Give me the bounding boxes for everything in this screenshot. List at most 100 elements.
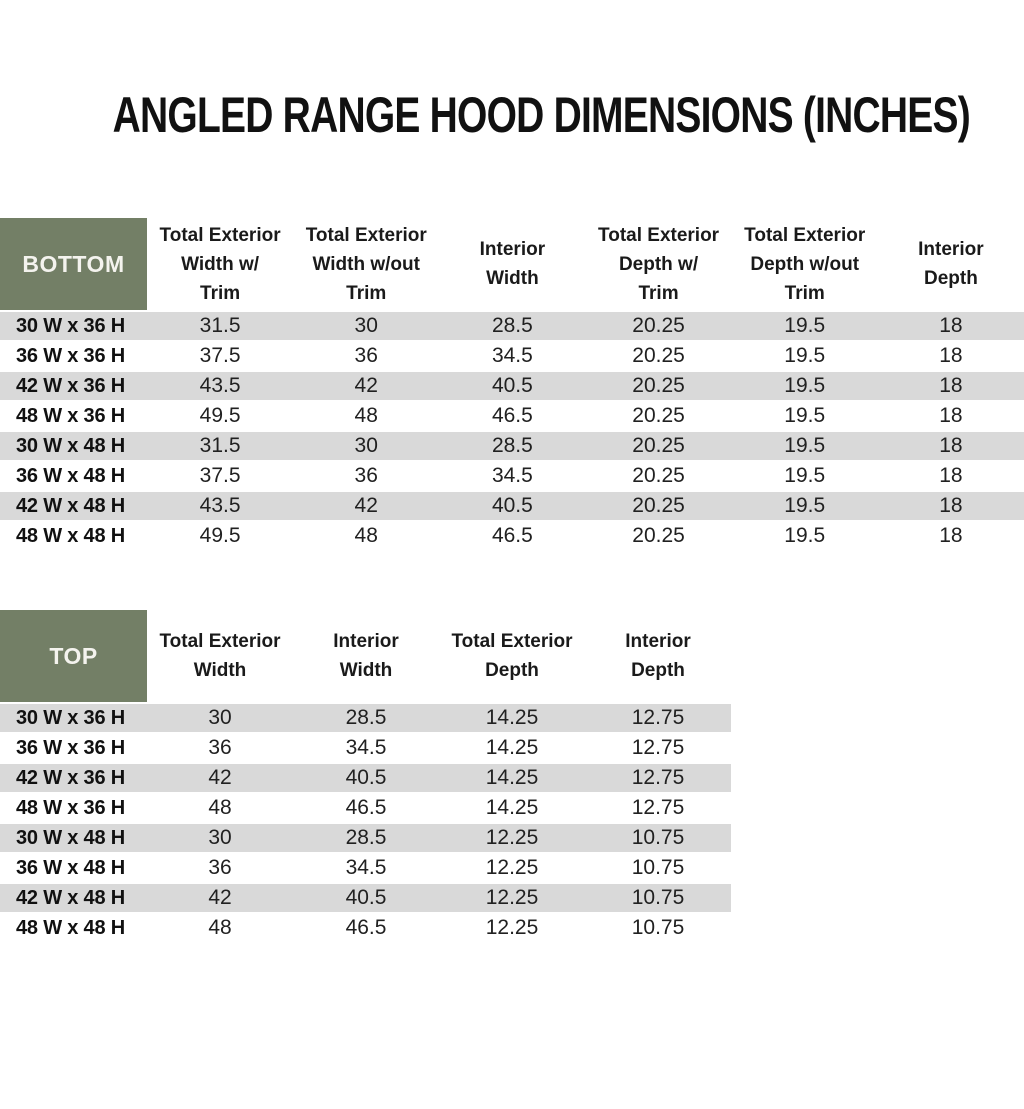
dimension-value-cell: 31.5 bbox=[147, 310, 294, 342]
dimension-value-cell: 12.25 bbox=[439, 823, 585, 854]
dimension-value-cell: 48 bbox=[293, 401, 440, 432]
dimension-value-cell: 12.75 bbox=[585, 793, 731, 824]
top-corner-label: TOP bbox=[0, 610, 147, 703]
dimension-value-cell: 20.25 bbox=[585, 521, 732, 552]
dimension-value-cell: 30 bbox=[147, 823, 293, 854]
top-dimensions-table: TOP Total Exterior Width Interior Width … bbox=[0, 610, 731, 944]
dimension-value-cell: 40.5 bbox=[439, 371, 586, 402]
header-row: BOTTOM Total Exterior Width w/ Trim Tota… bbox=[0, 218, 1024, 311]
column-header: Interior Width bbox=[479, 239, 546, 289]
dimension-value-cell: 19.5 bbox=[731, 371, 878, 402]
dimension-value-cell: 18 bbox=[877, 461, 1024, 492]
dimension-value-cell: 49.5 bbox=[147, 521, 294, 552]
row-label-cell: 42 W x 48 H bbox=[0, 883, 147, 914]
table-row: 48 W x 48 H 49.5 48 46.5 20.25 19.5 18 bbox=[0, 521, 1024, 552]
dimension-value-cell: 48 bbox=[147, 793, 293, 824]
dimension-value-cell: 46.5 bbox=[293, 793, 439, 824]
dimension-value-cell: 12.75 bbox=[585, 702, 731, 734]
column-header: Total Exterior Depth bbox=[451, 631, 573, 681]
row-label-cell: 30 W x 48 H bbox=[0, 431, 147, 462]
dimension-value-cell: 37.5 bbox=[147, 341, 294, 372]
dimension-value-cell: 12.25 bbox=[439, 913, 585, 944]
dimension-value-cell: 19.5 bbox=[731, 431, 878, 462]
table-row: 30 W x 48 H 31.5 30 28.5 20.25 19.5 18 bbox=[0, 431, 1024, 462]
dimension-value-cell: 12.25 bbox=[439, 853, 585, 884]
dimension-value-cell: 20.25 bbox=[585, 431, 732, 462]
dimension-value-cell: 49.5 bbox=[147, 401, 294, 432]
dimension-value-cell: 19.5 bbox=[731, 401, 878, 432]
dimension-value-cell: 28.5 bbox=[293, 823, 439, 854]
bottom-table-header: BOTTOM Total Exterior Width w/ Trim Tota… bbox=[0, 218, 1024, 311]
row-label-cell: 48 W x 48 H bbox=[0, 521, 147, 552]
dimension-value-cell: 18 bbox=[877, 521, 1024, 552]
dimension-value-cell: 34.5 bbox=[439, 461, 586, 492]
dimension-value-cell: 31.5 bbox=[147, 431, 294, 462]
dimension-value-cell: 18 bbox=[877, 491, 1024, 522]
table-row: 36 W x 48 H 36 34.5 12.25 10.75 bbox=[0, 853, 731, 884]
table-row: 48 W x 36 H 48 46.5 14.25 12.75 bbox=[0, 793, 731, 824]
dimension-value-cell: 19.5 bbox=[731, 310, 878, 342]
dimension-value-cell: 42 bbox=[293, 491, 440, 522]
table-row: 30 W x 48 H 30 28.5 12.25 10.75 bbox=[0, 823, 731, 854]
column-header: Total Exterior Depth w/ Trim bbox=[598, 224, 720, 304]
dimension-value-cell: 30 bbox=[147, 702, 293, 734]
dimension-value-cell: 20.25 bbox=[585, 491, 732, 522]
dimension-value-cell: 20.25 bbox=[585, 401, 732, 432]
dimension-value-cell: 46.5 bbox=[293, 913, 439, 944]
row-label-cell: 30 W x 36 H bbox=[0, 702, 147, 734]
dimension-value-cell: 19.5 bbox=[731, 461, 878, 492]
dimension-value-cell: 34.5 bbox=[293, 853, 439, 884]
dimension-value-cell: 20.25 bbox=[585, 341, 732, 372]
header-row: TOP Total Exterior Width Interior Width … bbox=[0, 610, 731, 703]
dimension-value-cell: 14.25 bbox=[439, 733, 585, 764]
table-row: 42 W x 36 H 42 40.5 14.25 12.75 bbox=[0, 763, 731, 794]
column-header: Total Exterior Depth w/out Trim bbox=[744, 224, 866, 304]
table-row: 42 W x 48 H 42 40.5 12.25 10.75 bbox=[0, 883, 731, 914]
dimension-value-cell: 30 bbox=[293, 310, 440, 342]
column-header: Interior Width bbox=[333, 631, 399, 681]
row-label-cell: 36 W x 48 H bbox=[0, 853, 147, 884]
bottom-dimensions-table: BOTTOM Total Exterior Width w/ Trim Tota… bbox=[0, 218, 1024, 552]
bottom-corner-label: BOTTOM bbox=[0, 218, 147, 311]
row-label-cell: 42 W x 36 H bbox=[0, 763, 147, 794]
dimension-value-cell: 20.25 bbox=[585, 371, 732, 402]
dimension-value-cell: 12.25 bbox=[439, 883, 585, 914]
table-row: 42 W x 48 H 43.5 42 40.5 20.25 19.5 18 bbox=[0, 491, 1024, 522]
dimension-value-cell: 18 bbox=[877, 341, 1024, 372]
dimension-value-cell: 10.75 bbox=[585, 913, 731, 944]
dimension-value-cell: 14.25 bbox=[439, 702, 585, 734]
top-table-header: TOP Total Exterior Width Interior Width … bbox=[0, 610, 731, 703]
dimension-value-cell: 14.25 bbox=[439, 793, 585, 824]
dimension-value-cell: 48 bbox=[147, 913, 293, 944]
dimension-value-cell: 36 bbox=[147, 853, 293, 884]
row-label-cell: 48 W x 36 H bbox=[0, 793, 147, 824]
dimension-value-cell: 40.5 bbox=[293, 883, 439, 914]
dimension-value-cell: 40.5 bbox=[439, 491, 586, 522]
dimension-value-cell: 42 bbox=[147, 763, 293, 794]
dimension-value-cell: 34.5 bbox=[293, 733, 439, 764]
dimension-value-cell: 12.75 bbox=[585, 763, 731, 794]
dimension-value-cell: 36 bbox=[293, 341, 440, 372]
dimension-value-cell: 20.25 bbox=[585, 461, 732, 492]
row-label-cell: 30 W x 36 H bbox=[0, 310, 147, 342]
dimension-value-cell: 18 bbox=[877, 431, 1024, 462]
dimension-value-cell: 36 bbox=[147, 733, 293, 764]
column-header: Interior Depth bbox=[918, 239, 984, 289]
dimension-value-cell: 43.5 bbox=[147, 491, 294, 522]
table-row: 42 W x 36 H 43.5 42 40.5 20.25 19.5 18 bbox=[0, 371, 1024, 402]
dimension-value-cell: 40.5 bbox=[293, 763, 439, 794]
row-label-cell: 48 W x 48 H bbox=[0, 913, 147, 944]
dimension-value-cell: 10.75 bbox=[585, 823, 731, 854]
dimension-value-cell: 48 bbox=[293, 521, 440, 552]
column-header: Total Exterior Width w/ Trim bbox=[159, 224, 281, 304]
row-label-cell: 36 W x 36 H bbox=[0, 341, 147, 372]
dimension-value-cell: 43.5 bbox=[147, 371, 294, 402]
dimension-value-cell: 18 bbox=[877, 310, 1024, 342]
table-row: 30 W x 36 H 30 28.5 14.25 12.75 bbox=[0, 702, 731, 734]
dimension-value-cell: 12.75 bbox=[585, 733, 731, 764]
dimension-value-cell: 20.25 bbox=[585, 310, 732, 342]
dimension-value-cell: 46.5 bbox=[439, 521, 586, 552]
table-row: 48 W x 36 H 49.5 48 46.5 20.25 19.5 18 bbox=[0, 401, 1024, 432]
table-row: 30 W x 36 H 31.5 30 28.5 20.25 19.5 18 bbox=[0, 310, 1024, 342]
dimension-value-cell: 34.5 bbox=[439, 341, 586, 372]
